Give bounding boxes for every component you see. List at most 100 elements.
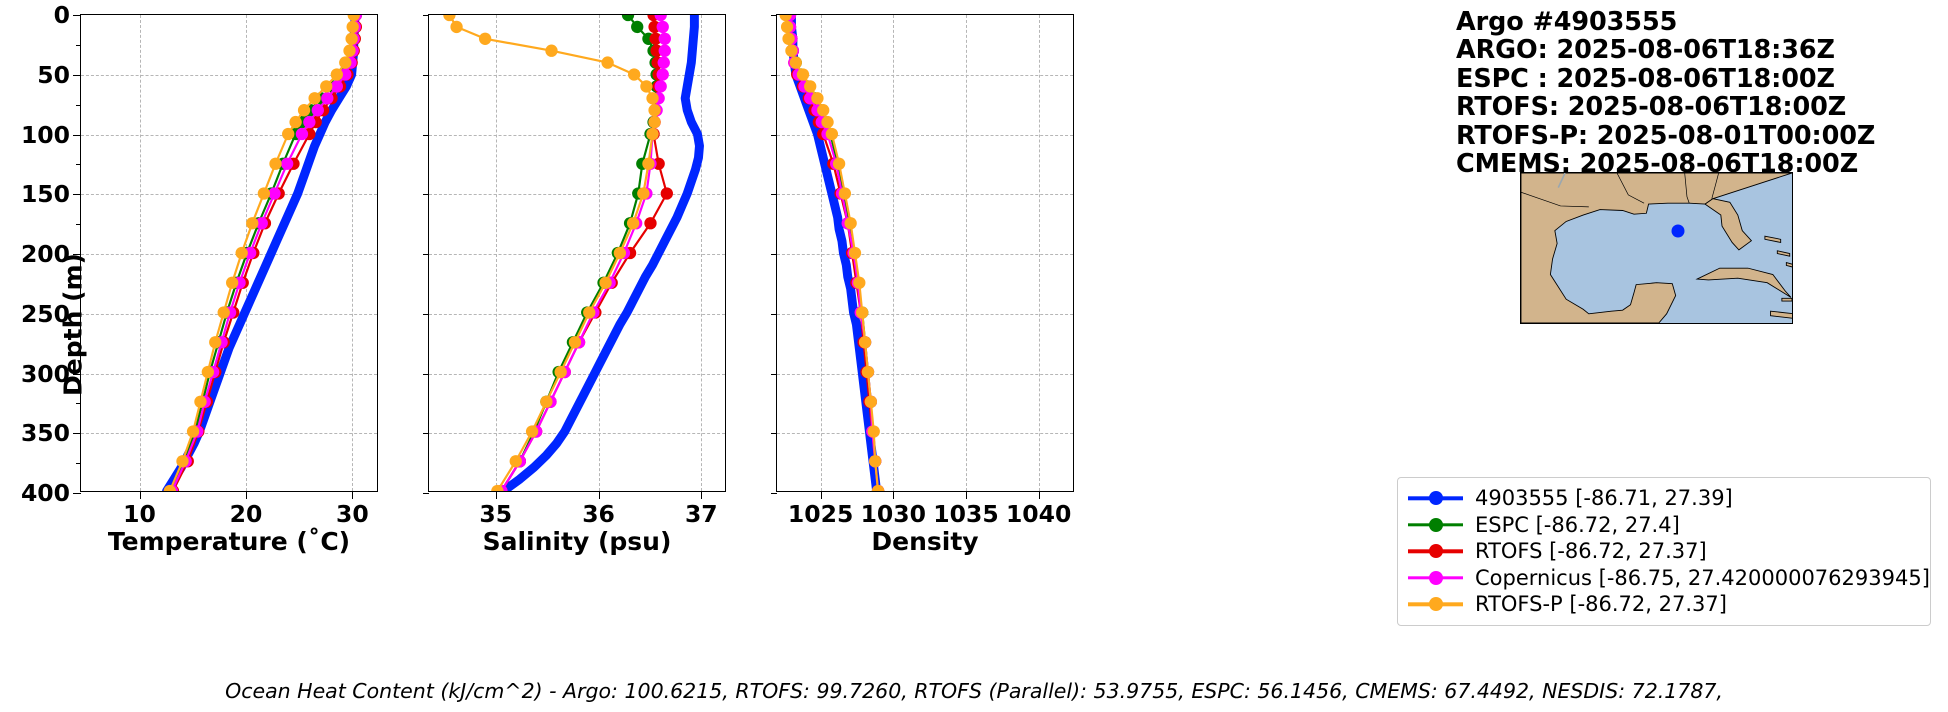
legend-item-espc[interactable]: ESPC [-86.72, 27.4] [1408,512,1920,539]
ocean-heat-content-caption: Ocean Heat Content (kJ/cm^2) - Argo: 100… [225,679,1723,703]
series-marker [658,32,671,45]
map-x-minor-tickmark [1717,323,1718,324]
series-marker [626,217,640,230]
legend-item-copernicus[interactable]: Copernicus [-86.75, 27.420000076293945] [1408,565,1930,592]
map-y-tick-label: 24°N [1520,254,1521,269]
gridline-horizontal [777,134,1073,136]
legend-item-argo[interactable]: 4903555 [-86.71, 27.39] [1408,485,1920,512]
series-marker [255,217,268,230]
series-marker [308,92,321,105]
map-x-minor-tickmark [1734,323,1735,324]
map-x-tick-label: 78°W [1759,323,1793,324]
y-minor-tickmark [76,44,81,46]
series-marker [804,80,817,93]
series-marker [289,115,302,129]
map-x-minor-tickmark [1589,323,1590,324]
series-marker [311,104,324,117]
map-x-minor-tickmark [1692,323,1693,324]
series-marker [832,157,846,170]
gridline-horizontal [777,433,1073,435]
y-tickmark [73,313,81,315]
x-tick-label: 30 [336,500,369,528]
density-plot-area [777,15,1073,491]
x-tickmark [1038,491,1040,499]
salinity-profile-panel: 35 36 37 Salinity (psu) [423,14,726,556]
y-tick-label: 0 [53,1,70,29]
map-x-tickmark [1640,323,1642,324]
y-tickmark [771,15,777,16]
legend-item-rtofsp[interactable]: RTOFS-P [-86.72, 27.37] [1408,591,1920,618]
y-tickmark [771,134,777,136]
y-tickmark [423,74,429,76]
series-marker [176,455,189,468]
series-marker [864,395,878,408]
x-tick-label: 35 [479,500,513,528]
series-marker [246,217,259,230]
x-tickmark [245,491,247,499]
series-marker [601,56,614,69]
header-line-2: ESPC : 2025-08-06T18:00Z [1456,63,1835,94]
land-cuba [1695,267,1792,298]
density-series-layer [779,15,885,491]
series-marker [646,92,659,105]
series-marker [217,306,230,319]
series-marker [785,44,798,57]
map-y-tick-label: 33°N [1520,172,1521,186]
series-marker [644,217,657,230]
x-tickmark [139,491,141,499]
y-tickmark [73,493,81,494]
series-marker [856,306,869,319]
land-jamaica [1770,310,1792,319]
x-tickmark [495,491,497,499]
series-marker [330,80,343,93]
y-tickmark [771,433,777,435]
header-line-0: Argo #4903555 [1456,7,1678,37]
map-x-minor-tickmark [1598,323,1599,324]
gridline-vertical [139,15,141,491]
y-tickmark [771,313,777,315]
series-marker [243,246,257,260]
gridline-horizontal [777,254,1073,255]
map-x-tick-label: 99°W [1520,323,1556,324]
series-marker [257,187,271,200]
map-x-tick-label: 81°W [1725,323,1761,324]
map-x-tick-label: 96°W [1554,323,1590,324]
series-marker [478,32,492,45]
river-line [1557,173,1566,188]
temperature-axis-label: Temperature (˚C) [107,527,351,556]
map-x-tick-label: 93°W [1588,323,1624,324]
series-marker [779,15,792,22]
map-x-minor-tickmark [1683,323,1684,324]
series-marker [861,365,875,379]
map-y-minor-tickmark [1520,248,1521,249]
y-tickmark [423,134,429,136]
series-marker [201,365,215,379]
map-y-tick-label: 27°N [1520,227,1521,242]
series-marker [280,157,294,170]
location-map-inset: 33°N 30°N 27°N 24°N 21°N 18°N99°W96°W93°W90°W… [1451,172,1793,344]
series-marker [235,246,248,260]
series-marker [443,15,456,22]
series-marker [817,104,830,117]
gridline-horizontal [81,194,377,196]
series-marker [194,395,207,408]
gridline-horizontal [777,373,1073,375]
series-marker [648,104,661,117]
gridline-vertical [965,15,967,491]
series-marker [599,276,612,289]
border-line-2 [1711,173,1719,199]
series-marker [545,44,558,57]
y-minor-tickmark [76,224,81,226]
legend-swatch-espc [1408,514,1463,536]
gridline-horizontal [429,74,725,76]
legend-item-rtofs[interactable]: RTOFS [-86.72, 27.37] [1408,538,1920,565]
map-x-minor-tickmark [1547,323,1548,324]
gridline-vertical [495,15,497,491]
series-marker [621,15,635,22]
land-bahamas-1 [1776,250,1791,257]
y-tickmark [771,373,777,375]
gridline-horizontal [429,373,725,375]
series-marker [491,484,504,491]
gridline-horizontal [429,254,725,255]
series-marker [796,68,810,81]
